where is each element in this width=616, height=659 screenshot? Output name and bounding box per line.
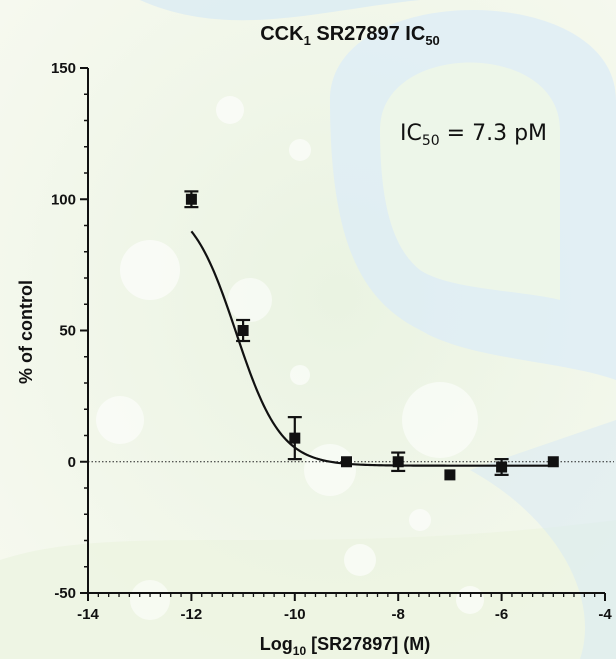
data-point-marker	[289, 433, 300, 444]
data-point-marker	[444, 469, 455, 480]
y-tick-label: 50	[59, 323, 76, 340]
chart-title-subscript-50: 50	[425, 33, 439, 48]
x-tick-label: -8	[392, 606, 405, 623]
data-point-marker	[548, 456, 559, 467]
x-axis-label-subscript: 10	[293, 644, 307, 658]
data-point-marker	[341, 456, 352, 467]
y-tick-label: -50	[54, 585, 76, 602]
x-tick-label: -4	[598, 606, 612, 623]
x-tick-label: -12	[181, 606, 203, 623]
ic50-annotation-subscript: 50	[422, 133, 440, 149]
data-point-marker	[238, 325, 249, 336]
y-tick-label: 0	[68, 454, 76, 471]
x-tick-label: -14	[77, 606, 99, 623]
x-tick-label: -10	[284, 606, 306, 623]
data-point-marker	[496, 462, 507, 473]
x-tick-label: -6	[495, 606, 508, 623]
data-point-marker	[393, 456, 404, 467]
y-axis-label: % of control	[16, 280, 36, 384]
chart-title-subscript: 1	[304, 33, 311, 48]
data-point-marker	[186, 194, 197, 205]
y-tick-label: 150	[51, 60, 76, 77]
data-point	[444, 469, 455, 480]
data-point	[341, 456, 352, 467]
data-point	[548, 456, 559, 467]
y-tick-label: 100	[51, 191, 76, 208]
chart-title: CCK1 SR27897 IC50	[260, 23, 440, 48]
